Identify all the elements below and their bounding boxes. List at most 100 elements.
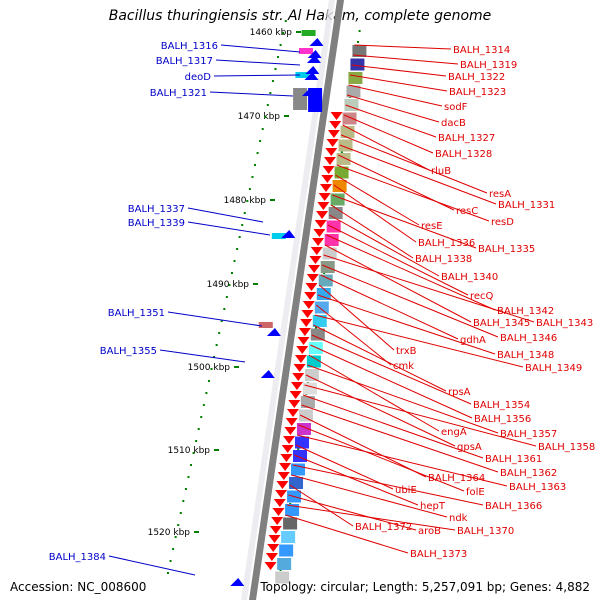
accession-label: Accession: NC_008600 <box>10 580 147 594</box>
right-gene-label: resE <box>421 221 443 232</box>
right-gene-label: BALH_1345 <box>473 318 530 329</box>
scale-dot <box>261 128 264 130</box>
scale-dot <box>284 20 287 22</box>
forward-gene-arrow <box>309 38 324 46</box>
right-gene-leader <box>352 54 459 65</box>
right-gene-leader <box>298 424 465 492</box>
right-gene-leader <box>354 44 452 50</box>
feature-block <box>314 301 329 314</box>
right-gene-label: BALH_1346 <box>500 333 557 344</box>
genome-summary: Topology: circular; Length: 5,257,091 bp… <box>260 580 590 594</box>
reverse-gene-arrow <box>271 517 284 525</box>
scale-dot <box>184 488 187 490</box>
genome-backbone <box>249 0 344 600</box>
reverse-gene-arrow <box>281 445 294 453</box>
reverse-gene-arrow <box>269 526 282 534</box>
reverse-gene-arrow <box>298 328 311 336</box>
reverse-gene-arrow <box>293 364 306 372</box>
right-gene-label: BALH_1357 <box>500 429 557 440</box>
reverse-gene-arrow <box>301 310 314 318</box>
reverse-gene-arrow <box>302 301 315 309</box>
scale-dot <box>271 80 274 82</box>
right-gene-leader <box>326 234 496 311</box>
scale-dot <box>279 44 282 46</box>
scale-dot <box>251 176 254 178</box>
scale-dot <box>256 152 259 154</box>
right-gene-leader <box>349 74 448 92</box>
feature-block <box>332 180 347 192</box>
reverse-gene-arrow <box>325 148 338 156</box>
reverse-gene-arrow <box>280 454 293 462</box>
right-gene-label: resC <box>456 206 478 217</box>
right-gene-label: BALH_1338 <box>415 254 472 265</box>
reverse-gene-arrow <box>284 427 297 435</box>
kbp-tick <box>270 199 275 201</box>
reverse-gene-arrow <box>273 499 286 507</box>
right-gene-label: folE <box>466 487 485 498</box>
right-gene-leader <box>315 304 392 366</box>
scale-dot <box>356 41 359 43</box>
right-gene-label: BALH_1373 <box>410 549 467 560</box>
right-gene-leader <box>329 214 440 277</box>
feature-block <box>298 48 313 54</box>
scale-dot <box>266 104 269 106</box>
reverse-gene-arrow <box>304 292 317 300</box>
scale-dot <box>238 236 241 238</box>
right-gene-leader <box>294 454 419 506</box>
scale-dot <box>233 260 236 262</box>
scale-dot <box>358 30 361 32</box>
right-gene-label: resD <box>491 217 514 228</box>
right-gene-label: rpsA <box>448 387 471 398</box>
forward-gene-arrow <box>306 55 321 63</box>
right-gene-label: BALH_1349 <box>525 363 582 374</box>
left-gene-leader <box>187 207 264 223</box>
scale-dot <box>205 392 208 394</box>
scale-dot <box>177 524 180 526</box>
right-gene-label: resA <box>489 189 511 200</box>
kbp-label: 1460 kbp <box>250 28 293 38</box>
right-gene-leader <box>332 194 477 249</box>
right-gene-label: BALH_1323 <box>449 87 506 98</box>
right-gene-leader <box>343 114 434 154</box>
right-gene-leader <box>348 84 443 107</box>
feature-block <box>318 274 333 287</box>
reverse-gene-arrow <box>318 193 331 201</box>
right-gene-leader <box>291 474 448 518</box>
scale-dot <box>223 308 226 310</box>
right-gene-label: BALH_1343 <box>536 318 593 329</box>
feature-block <box>289 477 304 489</box>
right-gene-label: recQ <box>470 291 494 302</box>
left-gene-label: BALH_1339 <box>128 218 185 229</box>
right-gene-leader <box>317 294 496 355</box>
right-gene-leader <box>295 444 394 490</box>
right-gene-leader <box>286 504 456 531</box>
left-gene-leader <box>213 74 301 77</box>
right-gene-label: trxB <box>396 346 417 357</box>
reverse-gene-arrow <box>330 112 343 120</box>
scale-dot <box>274 68 277 70</box>
right-gene-label: sodF <box>444 102 468 113</box>
map-title: Bacillus thuringiensis str. Al Hakam, co… <box>108 8 492 24</box>
kbp-tick <box>253 283 258 285</box>
right-gene-leader <box>345 104 437 138</box>
reverse-gene-arrow <box>300 319 313 327</box>
feature-block <box>300 396 315 408</box>
feature-block <box>324 234 339 246</box>
kbp-tick <box>296 31 301 33</box>
reverse-gene-arrow <box>323 157 336 165</box>
forward-gene-arrow <box>260 370 275 378</box>
right-gene-label: BALH_1356 <box>474 414 531 425</box>
reverse-gene-arrow <box>312 238 325 246</box>
reverse-gene-arrow <box>305 283 318 291</box>
forward-gene-arrow <box>266 328 281 336</box>
scale-dot <box>190 464 193 466</box>
right-gene-label: gpsA <box>457 442 482 453</box>
scale-dot <box>218 332 221 334</box>
scale-dot <box>166 572 169 574</box>
reverse-gene-arrow <box>310 247 323 255</box>
left-gene-label: BALH_1355 <box>100 346 157 357</box>
scale-dot <box>277 56 280 58</box>
feature-block <box>293 450 307 462</box>
